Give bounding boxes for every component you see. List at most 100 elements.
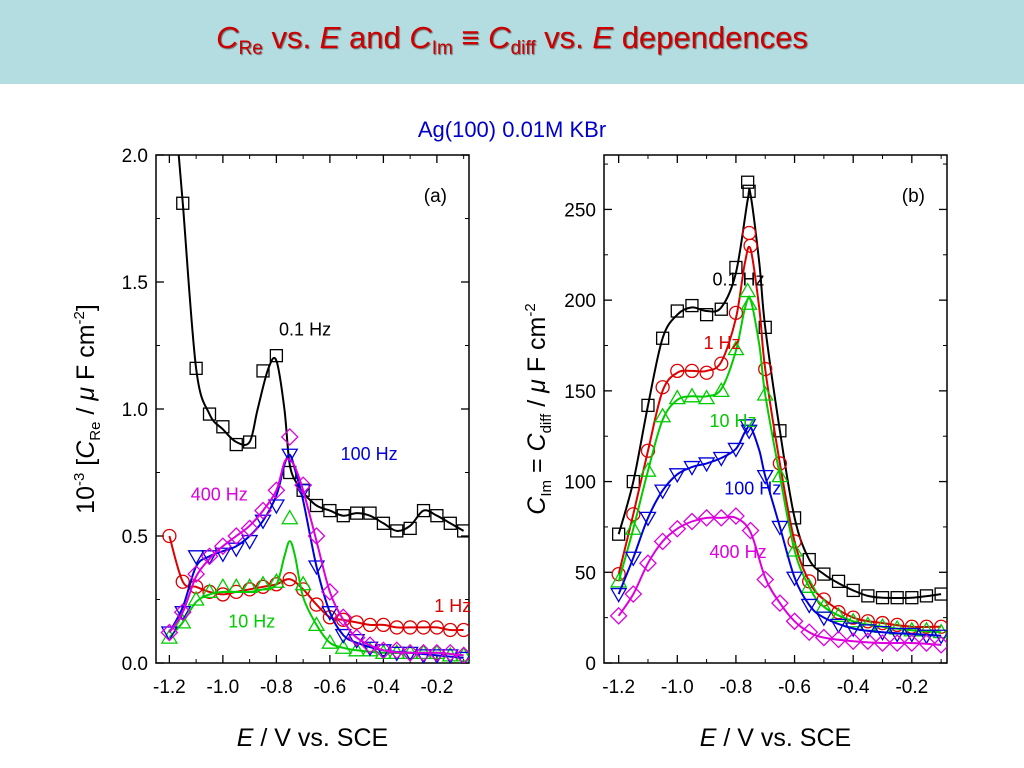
data-point xyxy=(229,437,243,452)
data-point xyxy=(309,498,324,513)
y-label-part: / xyxy=(72,401,100,422)
data-point xyxy=(712,508,731,527)
data-point xyxy=(160,626,179,642)
series-label: 1 Hz xyxy=(704,333,741,353)
data-point xyxy=(888,627,906,643)
series-0-1-hz xyxy=(176,155,469,538)
x-tick-label: -1.2 xyxy=(153,677,186,698)
data-point xyxy=(362,617,378,633)
data-point xyxy=(756,570,775,589)
data-point xyxy=(714,302,728,316)
x-axis-label-e: E xyxy=(237,724,254,752)
data-point xyxy=(712,382,730,398)
data-point xyxy=(240,519,259,538)
series-label: 10 Hz xyxy=(228,611,275,631)
data-point xyxy=(739,419,757,435)
data-point xyxy=(429,620,445,635)
x-tick-label: -0.2 xyxy=(895,677,928,698)
data-point xyxy=(281,509,299,525)
data-point xyxy=(756,469,774,485)
data-point xyxy=(241,534,259,550)
data-point xyxy=(740,175,755,189)
data-point xyxy=(200,550,219,566)
data-point xyxy=(307,560,326,576)
data-point xyxy=(741,225,757,241)
series-label: 400 Hz xyxy=(191,484,248,504)
data-point xyxy=(902,634,921,652)
data-point xyxy=(187,565,206,584)
data-point xyxy=(758,361,773,377)
y-label-c: C xyxy=(523,432,551,451)
data-point xyxy=(670,304,684,318)
series-label: 10 Hz xyxy=(710,411,757,431)
data-point xyxy=(844,622,862,638)
data-point xyxy=(200,547,219,566)
data-point xyxy=(639,554,657,573)
data-point xyxy=(890,617,905,633)
title-c-symbol: C xyxy=(488,20,511,55)
data-point xyxy=(727,507,745,525)
data-point xyxy=(861,589,875,603)
data-point xyxy=(668,468,686,484)
title-and: and xyxy=(340,20,410,55)
data-point xyxy=(454,646,469,663)
x-axis-label-e: E xyxy=(700,724,717,752)
title-equiv: ≡ xyxy=(452,20,489,55)
data-point xyxy=(640,443,656,458)
series-400-hz xyxy=(609,507,947,654)
data-point xyxy=(653,532,672,551)
data-point xyxy=(624,585,643,603)
data-point xyxy=(758,320,772,335)
data-point xyxy=(214,577,232,593)
data-point xyxy=(216,420,230,434)
y-label-part: 10 xyxy=(72,486,100,514)
data-point xyxy=(349,506,364,520)
data-point xyxy=(456,622,469,638)
data-point xyxy=(334,608,353,627)
data-point xyxy=(683,460,701,476)
x-tick-label: -0.8 xyxy=(720,677,753,698)
panel-label: (a) xyxy=(424,186,447,207)
data-point xyxy=(612,527,626,541)
data-point xyxy=(294,484,312,500)
data-point xyxy=(800,598,818,614)
data-point xyxy=(334,638,352,654)
data-point xyxy=(727,340,745,356)
y-tick-label: 0.5 xyxy=(122,527,148,548)
data-point xyxy=(456,524,469,538)
y-tick-label: 0 xyxy=(585,654,596,675)
series-label: 0.1 Hz xyxy=(279,319,331,339)
series-label: 1 Hz xyxy=(434,596,471,616)
data-point xyxy=(919,619,934,634)
data-point xyxy=(256,364,270,378)
data-point xyxy=(282,572,297,587)
x-axis-label-rest: / V vs. SCE xyxy=(253,724,388,752)
data-point xyxy=(802,552,816,567)
data-point xyxy=(785,571,804,587)
panel-label: (b) xyxy=(902,186,925,207)
y-label-part: ] xyxy=(72,304,100,311)
data-point xyxy=(873,634,892,652)
series-1-hz xyxy=(162,528,469,638)
data-point xyxy=(714,356,729,371)
data-point xyxy=(740,294,758,310)
data-point xyxy=(401,643,420,662)
series-400-hz xyxy=(160,428,469,663)
data-point xyxy=(815,611,833,627)
data-point xyxy=(844,632,863,651)
data-point xyxy=(269,349,284,363)
title-c-symbol: C xyxy=(216,20,239,55)
data-point xyxy=(202,407,217,421)
series-label: 400 Hz xyxy=(710,542,767,562)
y-label-sub: diff xyxy=(538,413,555,434)
data-point xyxy=(785,541,804,557)
title-vs: vs. xyxy=(535,20,593,55)
data-point xyxy=(890,591,904,605)
data-point xyxy=(267,572,286,588)
data-point xyxy=(624,519,642,535)
data-point xyxy=(294,476,313,495)
data-point xyxy=(905,591,919,605)
title-tail: dependences xyxy=(613,20,808,55)
data-point xyxy=(189,361,203,376)
data-point xyxy=(685,298,699,313)
